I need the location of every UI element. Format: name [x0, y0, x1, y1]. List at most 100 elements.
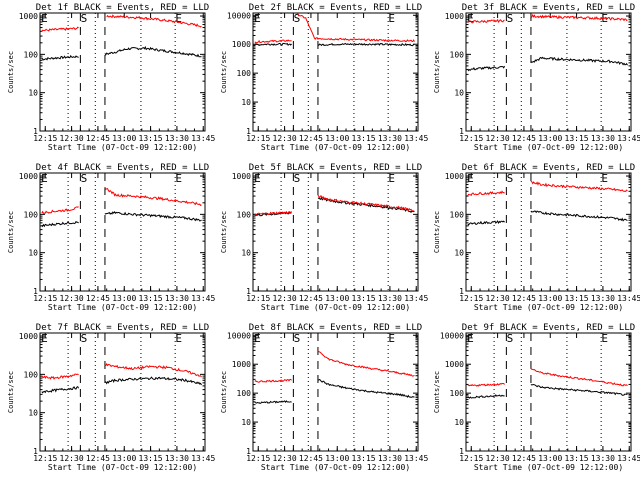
x-tick-label: 13:00 [325, 134, 349, 143]
panel-det-5: Det 5f BLACK = Events, RED = LLD 1 10 100 10… [220, 163, 428, 312]
lld-line-before [467, 18, 505, 24]
x-tick-label: 12:30 [60, 294, 84, 303]
y-tick-label: 1000 [19, 12, 38, 21]
events-line-before [254, 42, 292, 47]
lld-line-after [530, 13, 628, 22]
lld-line-after [317, 350, 415, 377]
y-tick-label: 100 [450, 50, 465, 59]
lld-line-before [467, 190, 505, 197]
events-line-after [317, 42, 415, 47]
y-axis-label: Counts/sec [7, 371, 15, 413]
events-line-after [530, 383, 628, 396]
events-line-before [254, 211, 292, 217]
y-axis-label: Counts/sec [7, 211, 15, 253]
plot-frame [252, 12, 419, 132]
y-tick-label: 100 [450, 389, 465, 398]
y-tick-label: 10 [241, 98, 251, 107]
x-tick-label: 12:45 [86, 134, 110, 143]
marker-s: S [294, 172, 301, 185]
y-axis-label: Counts/sec [220, 371, 228, 413]
x-tick-label: 13:15 [139, 454, 163, 463]
events-line-after [104, 376, 202, 386]
marker-e-end: E [388, 172, 395, 185]
panel-title: Det 2f BLACK = Events, RED = LLD [249, 3, 422, 13]
x-tick-label: 13:00 [538, 134, 562, 143]
x-tick-label: 12:15 [33, 294, 57, 303]
x-tick-label: 13:00 [325, 294, 349, 303]
x-tick-label: 13:15 [565, 134, 589, 143]
marker-s: S [507, 332, 514, 345]
x-axis-label: Start Time (07-Oct-09 12:12:00) [48, 303, 197, 312]
events-line-before [467, 394, 505, 399]
x-tick-label: 13:00 [112, 294, 136, 303]
x-tick-label: 12:30 [273, 454, 297, 463]
plot-frame [39, 332, 206, 452]
y-tick-label: 100 [24, 370, 39, 379]
lld-line-before [467, 382, 505, 387]
marker-e-start: E [254, 332, 261, 345]
y-tick-label: 10 [28, 249, 38, 258]
x-tick-label: 12:15 [33, 454, 57, 463]
lld-line-before [254, 378, 292, 383]
y-tick-label: 10 [454, 418, 464, 427]
x-tick-label: 12:15 [459, 134, 483, 143]
marker-s: S [507, 12, 514, 25]
events-line-before [467, 65, 506, 72]
y-axis-label: Counts/sec [433, 371, 441, 413]
marker-s: S [294, 332, 301, 345]
events-line-after [530, 56, 628, 66]
x-tick-label: 13:30 [165, 134, 189, 143]
x-tick-label: 12:15 [246, 454, 270, 463]
x-axis-label: Start Time (07-Oct-09 12:12:00) [474, 143, 623, 152]
y-tick-label: 1 [33, 447, 38, 456]
marker-e-end: E [175, 172, 182, 185]
x-tick-label: 12:30 [486, 454, 510, 463]
x-tick-label: 13:00 [112, 454, 136, 463]
panel-title: Det 7f BLACK = Events, RED = LLD [36, 323, 209, 333]
x-tick-label: 12:15 [33, 134, 57, 143]
y-axis-label: Counts/sec [433, 211, 441, 253]
y-tick-label: 1000 [232, 40, 251, 49]
x-tick-label: 13:00 [538, 454, 562, 463]
y-tick-label: 1 [246, 447, 251, 456]
x-tick-label: 12:15 [246, 294, 270, 303]
x-tick-label: 12:15 [246, 134, 270, 143]
x-tick-label: 12:45 [512, 294, 536, 303]
lld-line-after [530, 367, 628, 387]
panel-det-7: Det 7f BLACK = Events, RED = LLD 1 10 100 10… [7, 323, 215, 472]
panel-title: Det 4f BLACK = Events, RED = LLD [36, 163, 209, 173]
x-tick-label: 12:45 [299, 454, 323, 463]
marker-e-start: E [467, 12, 474, 25]
marker-e-end: E [601, 172, 608, 185]
x-tick-label: 13:45 [191, 134, 215, 143]
events-line-after [317, 196, 415, 214]
panel-det-6: Det 6f BLACK = Events, RED = LLD 1 10 100 10… [433, 163, 640, 312]
panel-det-9: Det 9f BLACK = Events, RED = LLD 1 10 100 10… [433, 323, 640, 472]
panel-det-2: Det 2f BLACK = Events, RED = LLD 1 10 100 10… [220, 3, 428, 152]
y-tick-label: 1000 [445, 360, 464, 369]
lld-line-after [296, 12, 415, 43]
y-tick-label: 10 [241, 249, 251, 258]
y-axis-label: Counts/sec [220, 51, 228, 93]
x-tick-label: 12:30 [273, 294, 297, 303]
marker-e-start: E [467, 332, 474, 345]
marker-e-start: E [254, 12, 261, 25]
panel-det-1: Det 1f BLACK = Events, RED = LLD 1 10 100 10… [7, 3, 215, 152]
marker-e-end: E [601, 332, 608, 345]
plot-frame [39, 172, 206, 292]
y-axis-label: Counts/sec [220, 211, 228, 253]
x-tick-label: 13:30 [378, 454, 402, 463]
panel-det-4: Det 4f BLACK = Events, RED = LLD 1 10 100 10… [7, 163, 215, 312]
x-tick-label: 12:30 [273, 134, 297, 143]
x-tick-label: 13:45 [404, 134, 428, 143]
events-line-before [41, 386, 80, 394]
marker-s: S [81, 172, 88, 185]
y-tick-label: 1000 [445, 172, 464, 181]
x-tick-label: 13:30 [165, 294, 189, 303]
x-tick-label: 13:45 [617, 454, 640, 463]
lld-line-before [254, 39, 292, 44]
lld-line-after [104, 186, 202, 207]
panel-title: Det 9f BLACK = Events, RED = LLD [462, 323, 635, 333]
y-tick-label: 1 [246, 287, 251, 296]
